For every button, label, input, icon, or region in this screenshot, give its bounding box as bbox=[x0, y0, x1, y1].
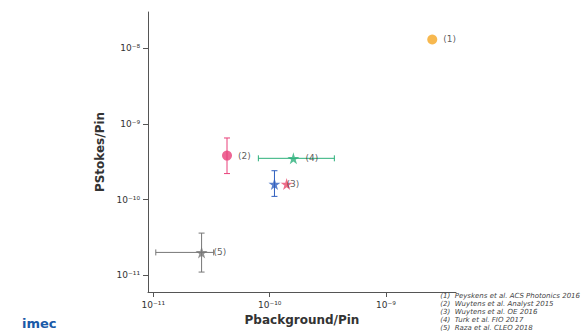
svg-text:10⁻¹⁰: 10⁻¹⁰ bbox=[117, 195, 141, 205]
svg-text:(4): (4) bbox=[305, 153, 318, 163]
svg-text:10⁻¹¹: 10⁻¹¹ bbox=[117, 270, 141, 280]
svg-text:10⁻⁹: 10⁻⁹ bbox=[376, 300, 396, 310]
svg-text:10⁻¹⁰: 10⁻¹⁰ bbox=[258, 300, 282, 310]
svg-text:(3) Wuytens et al. OE 2016: (3) Wuytens et al. OE 2016 bbox=[440, 308, 538, 316]
svg-text:10⁻⁹: 10⁻⁹ bbox=[120, 119, 140, 129]
svg-text:Pbackground/Pin: Pbackground/Pin bbox=[245, 313, 360, 327]
svg-text:(1): (1) bbox=[443, 34, 456, 44]
svg-text:imec: imec bbox=[22, 316, 57, 331]
svg-text:(1) Peyskens et al. ACS Photo: (1) Peyskens et al. ACS Photonics 2016 bbox=[440, 292, 580, 300]
svg-text:(5) Raza et al. CLEO 2018: (5) Raza et al. CLEO 2018 bbox=[440, 324, 533, 332]
svg-text:10⁻⁸: 10⁻⁸ bbox=[120, 43, 140, 53]
svg-text:(2) Wuytens et al. Analyst 20: (2) Wuytens et al. Analyst 2015 bbox=[440, 300, 554, 308]
svg-text:(4) Turk et al. FIO 2017: (4) Turk et al. FIO 2017 bbox=[440, 316, 524, 324]
svg-text:10⁻¹¹: 10⁻¹¹ bbox=[142, 300, 166, 310]
svg-text:(2): (2) bbox=[238, 151, 251, 161]
svg-text:(5): (5) bbox=[214, 247, 227, 257]
svg-text:PStokes/Pin: PStokes/Pin bbox=[93, 112, 107, 192]
svg-text:(3): (3) bbox=[286, 179, 299, 189]
